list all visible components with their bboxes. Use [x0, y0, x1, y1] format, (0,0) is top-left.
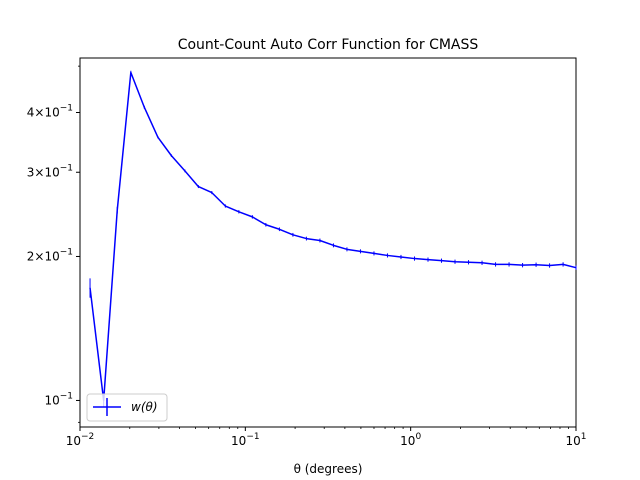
y-tick-label: 3×10−1	[27, 163, 73, 179]
x-tick-label: 101	[565, 432, 586, 448]
y-tick-label: 10−1	[44, 391, 73, 407]
error-bars	[89, 70, 577, 407]
plot-frame	[79, 57, 577, 428]
x-axis-label: θ (degrees)	[294, 462, 363, 476]
x-tick-label: 100	[400, 432, 421, 448]
y-axis-ticks: 10−1 2×10−1 3×10−1 4×10−1	[27, 65, 80, 423]
y-tick-label: 2×10−1	[27, 247, 73, 263]
legend-label: w(θ)	[131, 400, 158, 414]
series-line-w-theta	[89, 71, 577, 402]
x-axis-ticks: 10−2 10−1 100 101	[66, 427, 587, 448]
x-tick-label: 10−1	[231, 432, 260, 448]
x-tick-label: 10−2	[66, 432, 95, 448]
y-tick-label: 4×10−1	[27, 103, 73, 119]
chart-title: Count-Count Auto Corr Function for CMASS	[178, 37, 479, 53]
legend: w(θ)	[86, 393, 168, 422]
